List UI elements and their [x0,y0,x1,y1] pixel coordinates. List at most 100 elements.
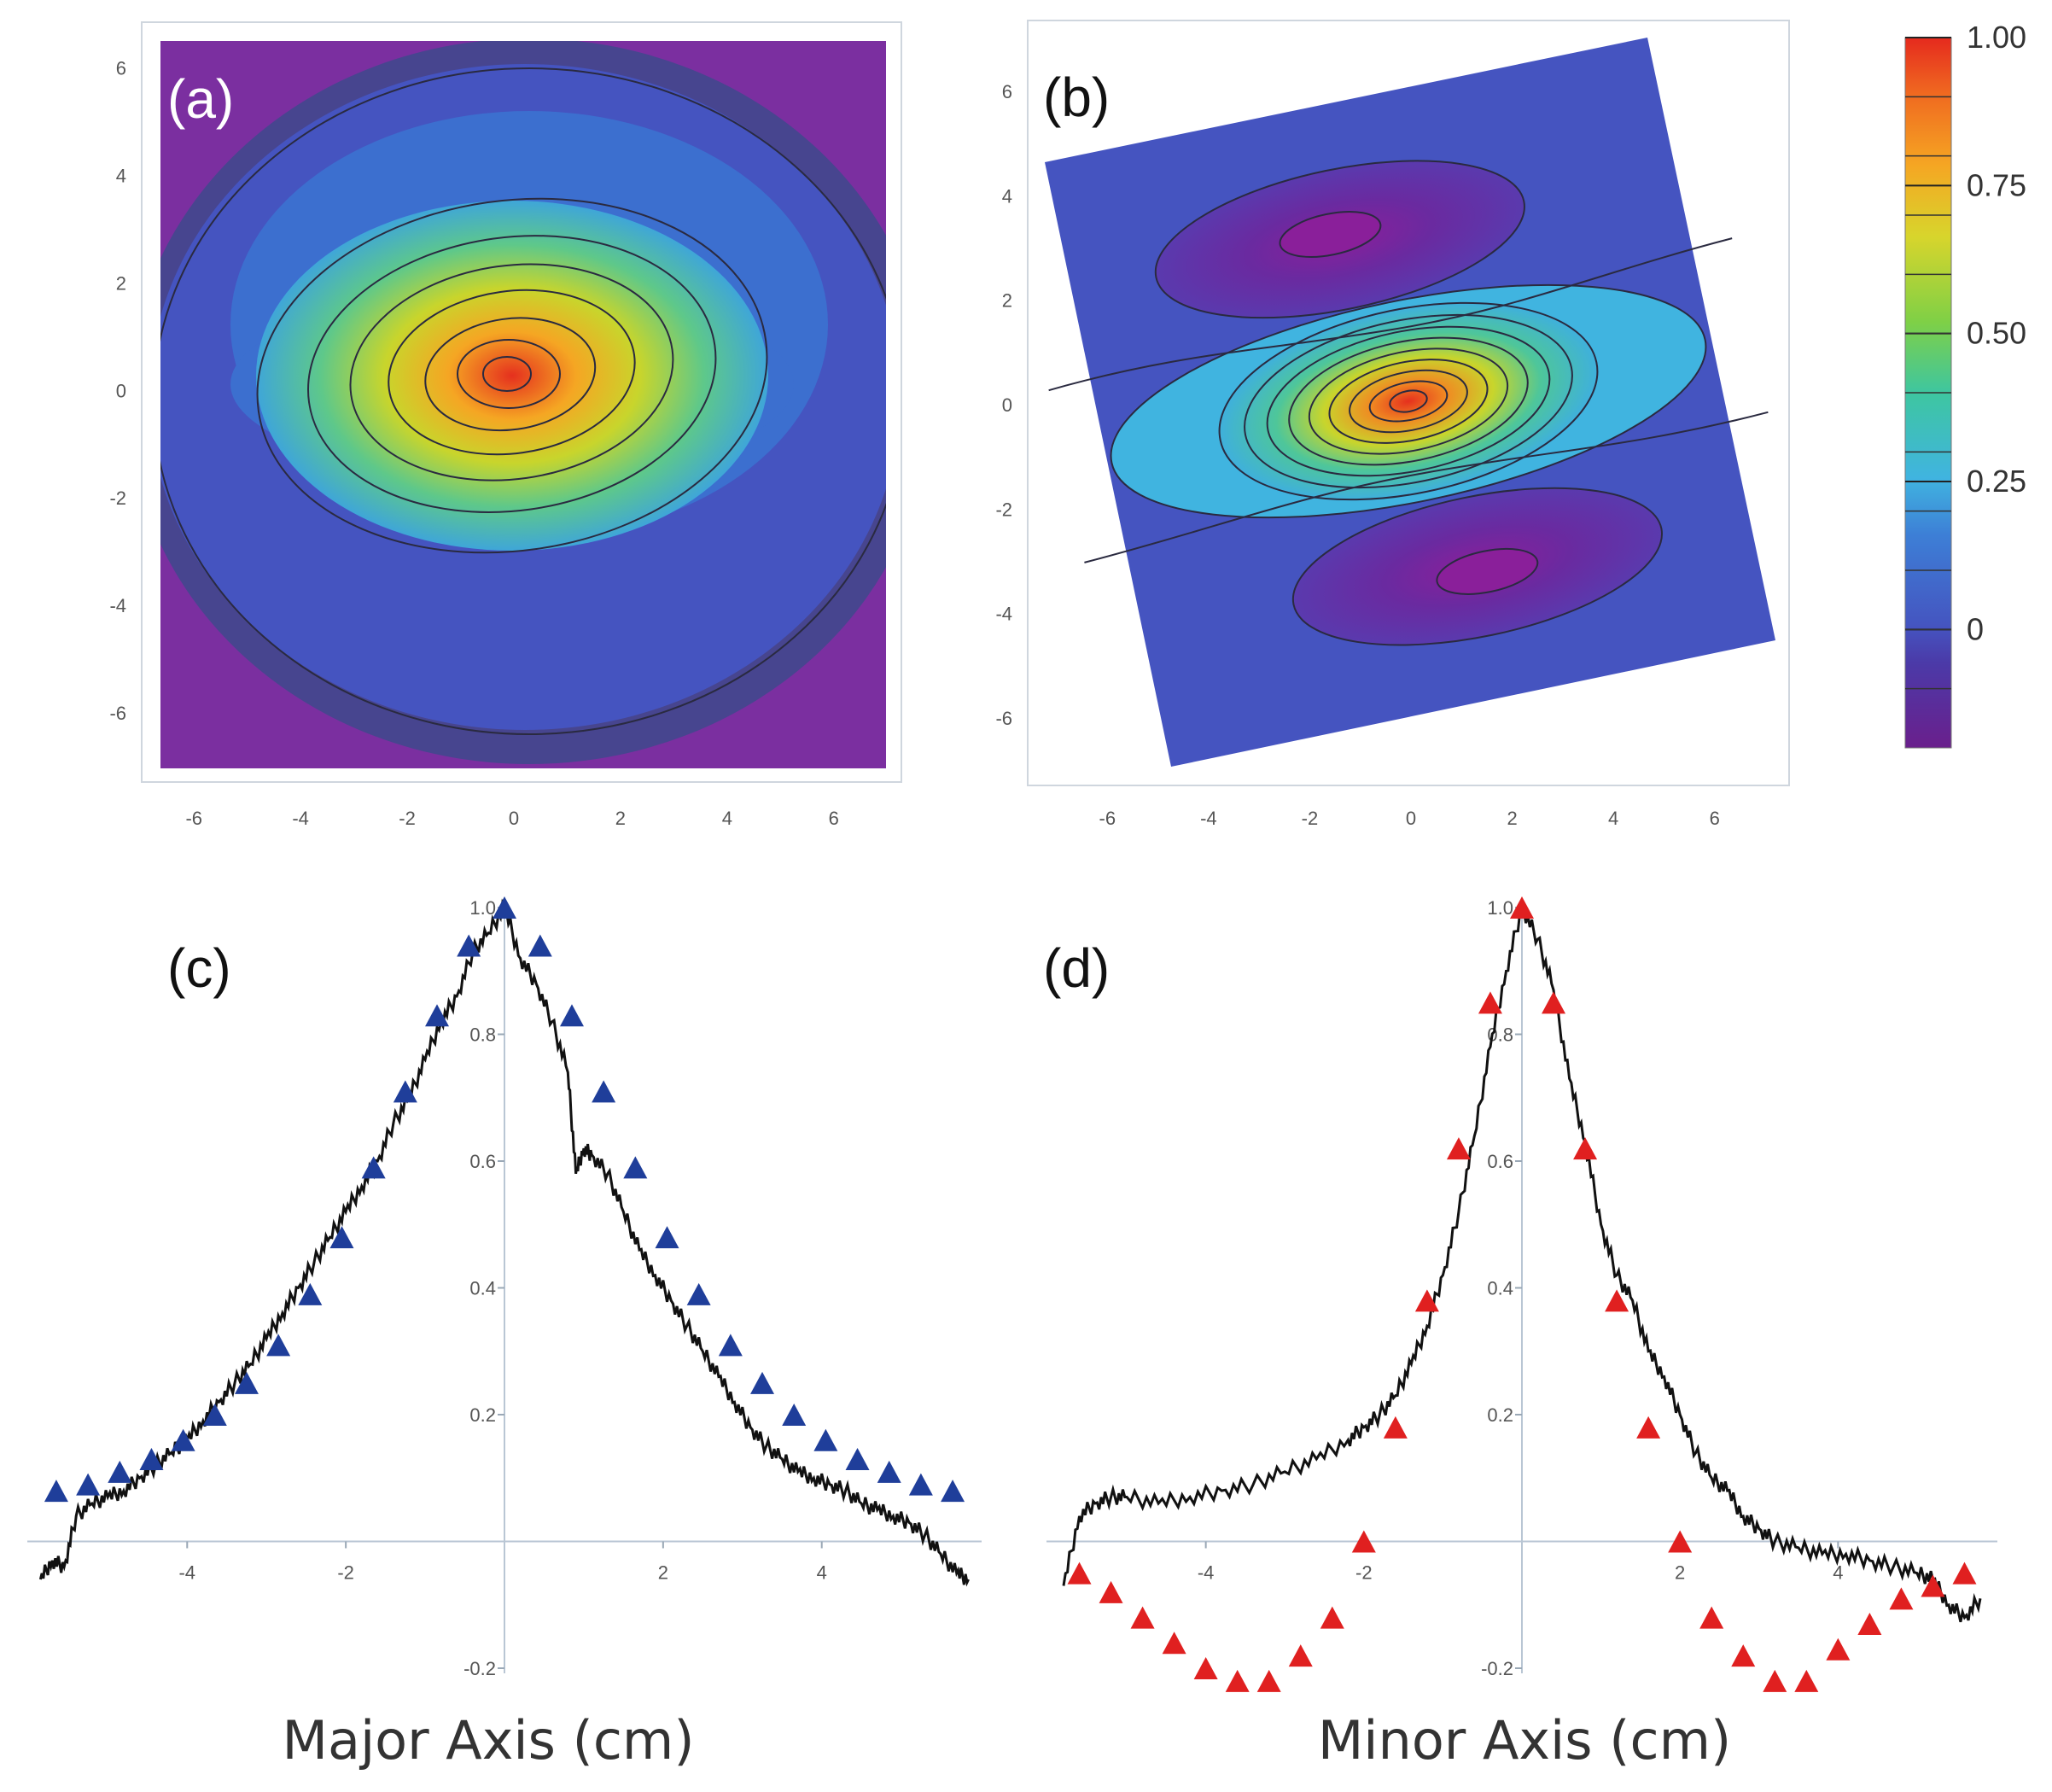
panel-c-triangle-marker [171,1428,195,1451]
panel-d-triangle-marker [1320,1606,1344,1629]
panel-d-triangle-marker [1225,1669,1250,1692]
panel-b-ytick-label: -6 [995,708,1012,729]
panel-b-xtick-label: -2 [1302,808,1319,829]
panel-d-xtick-label: -4 [1198,1562,1215,1584]
panel-c-triangle-marker [361,1156,386,1179]
panel-d-triangle-marker [1605,1289,1629,1312]
panel-d-ytick-label: 0.2 [1487,1404,1513,1426]
colorbar-tick-label: 0 [1967,611,1984,646]
panel-b-ytick-label: 6 [1002,81,1012,102]
panel-c-triangle-marker [813,1428,838,1451]
panel-d-triangle-marker [1573,1137,1598,1160]
panel-b-zero-contour-upper [1048,237,1733,392]
panel-b-xtick-label: -6 [1099,808,1116,829]
panel-a-frame [141,21,902,783]
panel-c-triangle-marker [845,1447,870,1470]
panel-c-profile-line [38,898,970,1587]
panel-c-triangle-marker [457,934,481,957]
panel-a: (a) -6 -4 -2 0 2 4 6 6 4 2 0 -2 -4 -6 [109,21,902,829]
panel-d-triangle-marker [1731,1644,1756,1667]
panel-c-xtick-label: -2 [337,1562,354,1584]
panel-b-ytick-label: -4 [995,604,1012,625]
panel-d-xlabel: Minor Axis (cm) [1318,1709,1731,1772]
panel-c-ytick-label: 0.6 [469,1151,496,1172]
panel-d-ytick-label: 0.6 [1487,1151,1513,1172]
panel-d-triangle-marker [1067,1561,1092,1585]
panel-c-triangle-marker [941,1480,965,1503]
panel-c-ytick-label: 0.8 [469,1024,496,1046]
panel-d-triangle-marker [1193,1657,1218,1679]
panel-a-ytick-label: -6 [109,703,126,724]
panel-a-xtick-label: -2 [399,808,416,829]
panel-c-triangle-marker [655,1226,679,1249]
panel-c-triangle-marker [782,1404,807,1426]
panel-a-ytick-label: 4 [116,165,126,186]
panel-c: -4 -2 2 4 1.0 0.8 0.6 0.4 0.2 -0.2 (c) Major Axis… [27,896,982,1772]
panel-b-contours [1218,301,1599,501]
panel-d-triangle-marker [1889,1587,1914,1610]
panel-d-triangle-marker [1668,1530,1693,1553]
panel-c-triangle-marker [559,1004,584,1027]
panel-c-triangle-marker [329,1226,354,1249]
panel-c-triangle-marker [108,1460,132,1483]
panel-d-triangle-marker [1794,1669,1819,1692]
panel-b-zero-contour-lower [1084,411,1769,563]
panel-c-label: (c) [167,937,231,999]
panel-c-triangle-marker [202,1404,227,1426]
panel-c-triangle-marker [425,1004,450,1027]
panel-a-peak [256,201,768,551]
panel-d-ytick-label: -0.2 [1481,1658,1513,1679]
panel-c-xtick-label: -4 [178,1562,195,1584]
panel-b-peak [1219,302,1598,500]
panel-a-ytick-label: 6 [116,57,126,79]
panel-b-xtick-label: 0 [1406,808,1416,829]
panel-d-triangle-marker [1351,1530,1376,1553]
panel-b-axes: -6 -4 -2 0 2 4 6 6 4 2 0 -2 -4 -6 [995,81,1719,829]
panel-a-ytick-label: 2 [116,272,126,294]
panel-c-triangle-marker [592,1080,616,1103]
panel-a-xtick-label: -6 [185,808,202,829]
panel-d: -4 -2 2 41.00.80.60.40.2-0.2 (d) Minor Axis… [1043,896,1997,1772]
panel-d-triangle-marker [1857,1613,1882,1636]
panel-c-triangle-marker [686,1282,711,1305]
panel-d-triangle-marker [1288,1644,1313,1667]
panel-c-triangle-marker [234,1371,259,1394]
panel-c-triangle-marker [44,1480,68,1503]
panel-c-triangle-marker [908,1473,933,1496]
panel-c-triangle-marker [623,1156,648,1179]
panel-d-triangle-marker [1952,1561,1977,1585]
panel-c-triangle-marker [393,1080,417,1103]
panel-c-triangle-marker [750,1371,775,1394]
panel-d-triangle-marker [1130,1606,1155,1629]
panel-d-profile-line [1062,904,1982,1623]
panel-a-xtick-label: 2 [615,808,626,829]
panel-d-xtick-label: 2 [1675,1562,1685,1584]
panel-d-triangle-marker [1542,991,1566,1014]
panel-d-ytick-label: 0.4 [1487,1278,1513,1299]
colorbar-tick-label: 0.75 [1967,167,2026,202]
panel-a-contours [160,67,886,735]
panel-b: (b) -6 -4 -2 0 2 4 6 6 4 2 0 -2 -4 -6 [995,20,1790,829]
panel-a-heatmap [160,41,886,768]
panel-d-label: (d) [1043,937,1110,999]
panel-c-triangle-marker [877,1460,901,1483]
panel-c-triangle-marker [298,1282,323,1305]
panel-b-xtick-label: -4 [1200,808,1217,829]
panel-b-ytick-label: -2 [995,499,1012,520]
panel-d-triangle-marker [1256,1669,1281,1692]
panel-b-ytick-label: 0 [1002,394,1012,416]
panel-b-xtick-label: 6 [1710,808,1720,829]
panel-c-triangle-marker [76,1473,101,1496]
panel-d-triangle-marker [1763,1669,1787,1692]
panel-d-triangle-marker [1826,1637,1851,1661]
panel-d-triangle-marker [1478,991,1502,1014]
panel-d-triangle-marker [1446,1137,1471,1160]
colorbar: 1.00 0.75 0.50 0.25 0 [1904,20,2026,749]
panel-b-upper-minimum-core [1279,211,1382,258]
panel-a-ytick-label: -4 [109,595,126,616]
panel-c-triangle-marker [493,896,516,919]
panel-c-ytick-label: 1.0 [469,897,496,919]
panel-b-frame [1027,20,1790,786]
panel-a-ytick-label: 0 [116,380,126,401]
colorbar-tick-label: 1.00 [1967,20,2026,55]
